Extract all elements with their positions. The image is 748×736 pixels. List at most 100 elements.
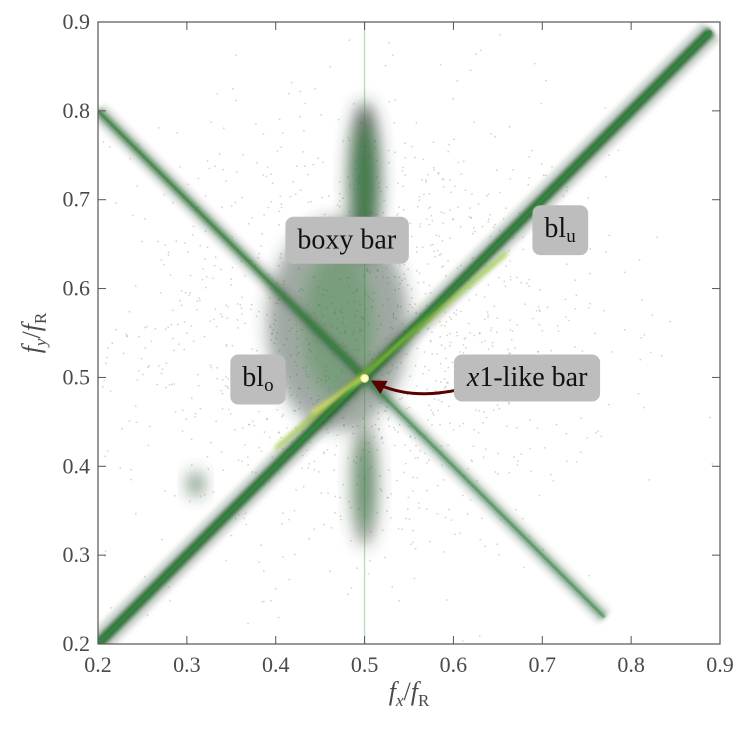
speckle-point	[468, 216, 471, 218]
speckle-point	[138, 335, 140, 338]
x-axis-label: fx/fR	[389, 677, 430, 710]
speckle-point	[623, 271, 626, 274]
speckle-point	[255, 123, 257, 125]
speckle-point	[381, 442, 384, 444]
speckle-point	[338, 200, 341, 203]
speckle-point	[399, 264, 401, 267]
speckle-point	[414, 547, 417, 550]
speckle-point	[456, 206, 459, 208]
speckle-point	[515, 426, 518, 429]
speckle-point	[435, 234, 438, 237]
y-tick-label: 0.3	[63, 542, 91, 567]
speckle-point	[278, 431, 281, 434]
speckle-point	[506, 425, 508, 427]
speckle-point	[106, 450, 109, 452]
density-ridge-2	[357, 369, 613, 625]
x-tick-label: 0.4	[262, 652, 290, 677]
speckle-point	[442, 186, 445, 188]
speckle-point	[382, 211, 385, 214]
speckle-point	[490, 327, 493, 329]
speckle-point	[521, 517, 524, 520]
annotation-main: boxy bar	[297, 225, 396, 256]
speckle-point	[542, 174, 545, 177]
speckle-point	[643, 334, 646, 336]
speckle-point	[203, 493, 206, 496]
speckle-point	[429, 206, 431, 209]
speckle-point	[187, 251, 189, 254]
speckle-point	[440, 381, 442, 383]
speckle-point	[314, 88, 317, 90]
speckle-point	[266, 166, 269, 169]
speckle-point	[245, 523, 248, 526]
speckle-point	[441, 266, 443, 268]
speckle-point	[276, 150, 279, 152]
speckle-point	[258, 446, 261, 449]
speckle-point	[258, 252, 261, 255]
speckle-point	[278, 210, 281, 213]
speckle-point	[588, 574, 590, 577]
speckle-point	[257, 410, 260, 413]
speckle-point	[412, 476, 415, 479]
speckle-point	[317, 157, 320, 160]
speckle-point	[438, 254, 441, 257]
speckle-point	[515, 508, 517, 511]
speckle-point	[173, 383, 176, 385]
speckle-point	[445, 357, 447, 360]
speckle-point	[450, 519, 453, 521]
annotation-box	[453, 354, 601, 402]
speckle-point	[286, 427, 288, 429]
speckle-point	[557, 330, 560, 332]
speckle-point	[206, 455, 209, 458]
speckle-point	[443, 378, 446, 380]
speckle-point	[432, 412, 434, 414]
speckle-point	[206, 276, 208, 278]
speckle-point	[160, 259, 163, 262]
speckle-point	[295, 165, 298, 168]
speckle-point	[183, 321, 186, 323]
speckle-point	[452, 97, 454, 100]
speckle-point	[564, 298, 567, 301]
speckle-point	[168, 384, 171, 386]
speckle-point	[431, 219, 434, 222]
speckle-point	[409, 222, 412, 225]
speckle-point	[190, 464, 193, 467]
speckle-point	[278, 223, 280, 226]
speckle-point	[480, 49, 482, 52]
speckle-point	[292, 409, 295, 412]
speckle-point	[641, 299, 643, 301]
speckle-point	[497, 472, 499, 475]
speckle-point	[377, 412, 380, 415]
speckle-point	[473, 334, 476, 337]
speckle-point	[523, 566, 525, 569]
speckle-point	[427, 369, 430, 372]
speckle-point	[487, 313, 489, 316]
speckle-point	[508, 125, 511, 128]
speckle-point	[419, 223, 422, 225]
speckle-point	[213, 318, 215, 321]
speckle-point	[373, 436, 375, 438]
speckle-point	[442, 178, 445, 181]
speckle-point	[384, 64, 387, 67]
speckle-point	[441, 240, 444, 242]
speckle-point	[329, 65, 331, 68]
speckle-point	[295, 489, 297, 491]
speckle-point	[313, 528, 316, 530]
speckle-point	[329, 570, 331, 573]
speckle-point	[102, 141, 105, 143]
speckle-point	[185, 418, 188, 421]
annotation-2: blo	[230, 354, 286, 405]
speckle-point	[439, 63, 442, 66]
speckle-point	[227, 387, 229, 390]
speckle-point	[176, 323, 179, 326]
speckle-point	[330, 526, 333, 529]
speckle-point	[250, 303, 253, 306]
speckle-point	[437, 172, 440, 175]
speckle-point	[256, 161, 258, 164]
speckle-point	[342, 197, 344, 200]
speckle-point	[439, 335, 442, 338]
speckle-point	[386, 496, 389, 499]
speckle-point	[380, 438, 383, 440]
speckle-point	[574, 307, 577, 310]
speckle-point	[323, 523, 326, 526]
speckle-point	[342, 483, 345, 486]
